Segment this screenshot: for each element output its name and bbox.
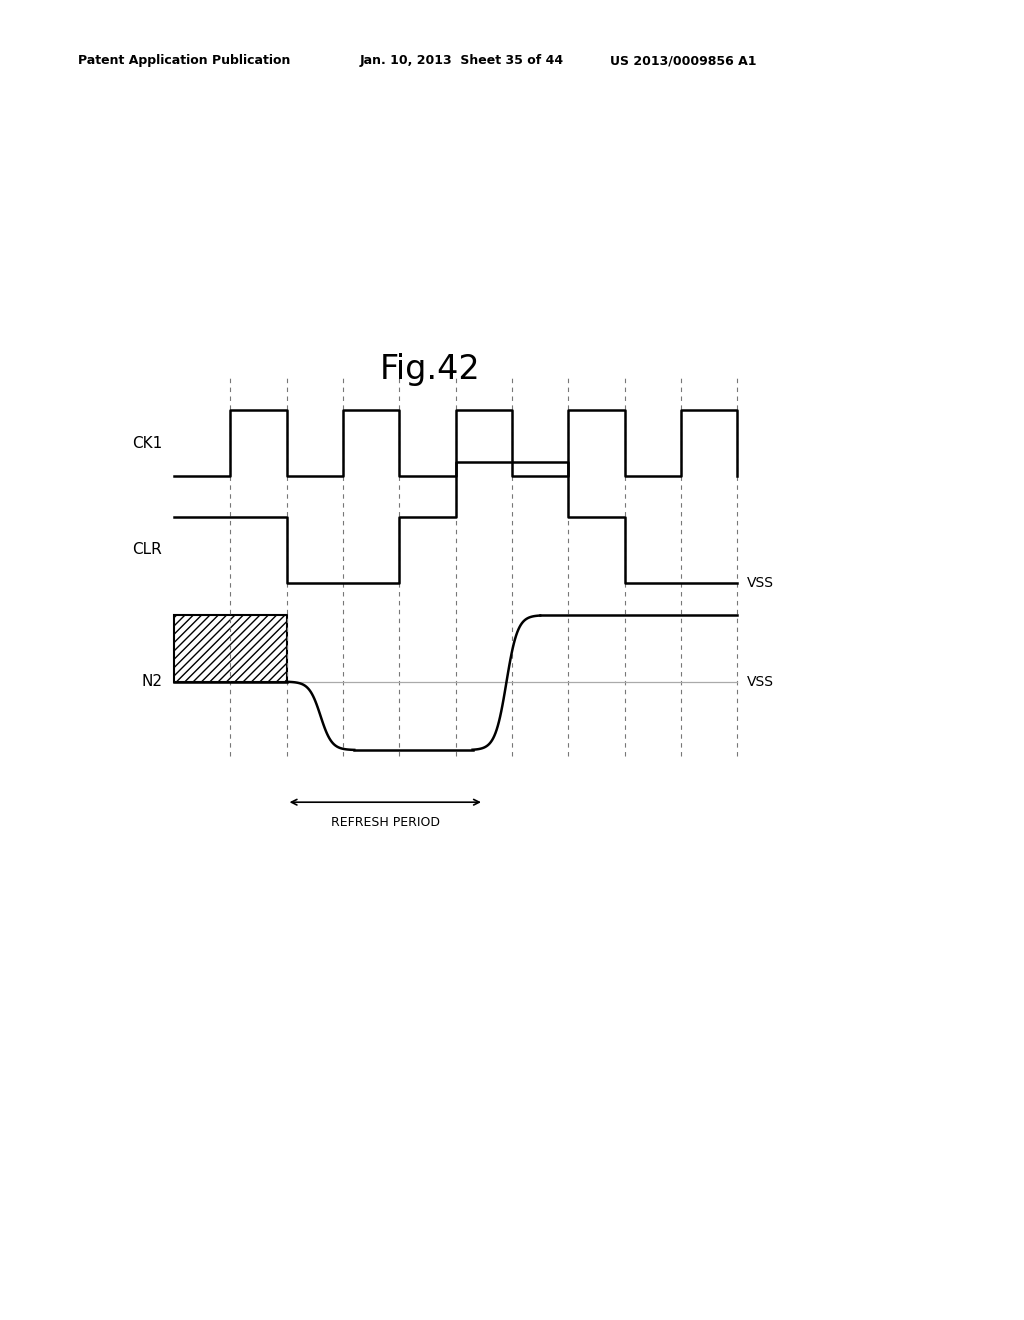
Text: US 2013/0009856 A1: US 2013/0009856 A1	[610, 54, 757, 67]
Text: Fig.42: Fig.42	[380, 354, 480, 385]
Text: VSS: VSS	[748, 576, 774, 590]
Text: N2: N2	[141, 675, 162, 689]
Text: CK1: CK1	[132, 436, 162, 450]
Text: Patent Application Publication: Patent Application Publication	[78, 54, 291, 67]
Text: Jan. 10, 2013  Sheet 35 of 44: Jan. 10, 2013 Sheet 35 of 44	[360, 54, 564, 67]
Bar	[174, 615, 287, 681]
Text: VSS: VSS	[748, 675, 774, 689]
Text: REFRESH PERIOD: REFRESH PERIOD	[331, 816, 439, 829]
Text: CLR: CLR	[132, 543, 162, 557]
